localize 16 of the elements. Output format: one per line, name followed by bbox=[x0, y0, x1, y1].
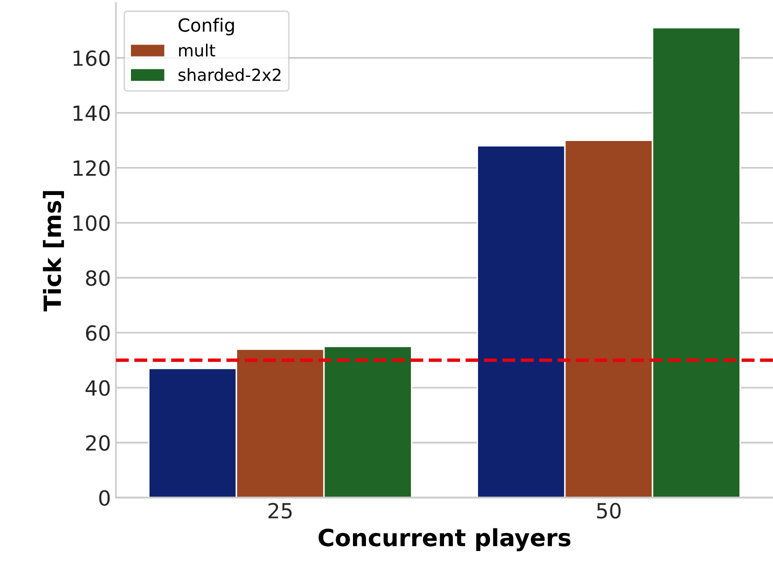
y-tick-label: 160 bbox=[74, 50, 110, 66]
y-tick-label: 20 bbox=[86, 435, 110, 451]
legend-label: sharded-2x2 bbox=[178, 68, 280, 82]
y-tick-label: 80 bbox=[86, 270, 110, 286]
y-tick-label: 0 bbox=[99, 490, 110, 506]
legend-title: Config bbox=[178, 18, 234, 36]
y-tick-label: 100 bbox=[74, 215, 110, 231]
y-tick-label: 60 bbox=[86, 325, 110, 341]
x-tick-label: 50 bbox=[597, 502, 621, 519]
y-tick-label: 40 bbox=[86, 380, 110, 396]
x-axis-title: Concurrent players bbox=[318, 528, 570, 552]
legend-label: mult bbox=[179, 44, 216, 57]
y-axis-title: Tick [ms] bbox=[42, 191, 64, 312]
y-tick-label: 140 bbox=[74, 105, 110, 122]
x-tick-label: 25 bbox=[268, 502, 292, 519]
y-tick-label: 120 bbox=[74, 160, 110, 176]
